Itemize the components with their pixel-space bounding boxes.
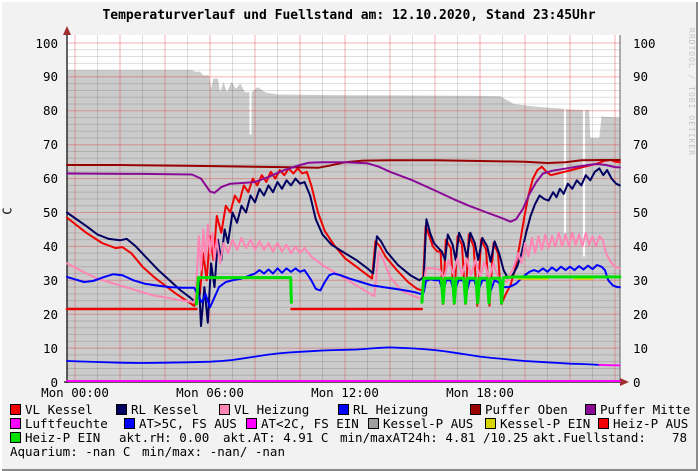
y-tick-label: 20 [42,306,58,322]
temperature-fill-chart [63,26,629,386]
legend-swatch-at-5c-fs-aus [124,418,135,429]
legend-swatch-at-2c-fs-ein [246,418,257,429]
y-tick-label: 50 [42,205,58,220]
y-tick-label: 60 [42,171,58,187]
legend-label: min/max: -nan/ -nan [142,444,285,459]
legend-label: Puffer Mitte [600,402,691,417]
vl-heizung-line [65,223,621,304]
heiz-p-ein-line [420,275,622,305]
legend-swatch-heiz-p-ein [10,432,21,443]
legend-label: VL Kessel [25,402,93,417]
x-tick-label: Mon 00:00 [41,385,109,400]
x-tick-label: Mon 06:00 [176,385,244,400]
legend-swatch-kessel-p-aus [368,418,379,429]
area-gap [563,108,567,233]
y-tick-label: 0 [50,374,58,390]
area-gap [582,109,586,257]
y-tick-label: 90 [42,69,58,85]
y-tick-label: 30 [42,272,58,288]
legend-label: min/maxAT24h: 4.81 /10.25 [340,430,529,445]
legend-swatch-puffer-oben [470,404,481,415]
y-tick-label: 70 [633,137,649,153]
at-fs-ein-line [598,363,621,367]
rl-kessel-line [65,167,621,328]
legend-label: Aquarium: -nan C [10,444,131,459]
legend-swatch-puffer-mitte [585,404,596,415]
puffer-mitte-line [65,161,621,223]
x-tick-label: Mon 18:00 [446,385,514,400]
y-tick-label: 40 [633,238,649,254]
legend-label: akt.AT: 4.91 C [223,430,329,445]
y-tick-label: 20 [633,306,649,322]
x-tick-label: Mon 12:00 [311,385,379,400]
legend-swatch-heiz-p-aus [598,418,609,429]
legend-label: Puffer Oben [485,402,568,417]
y-tick-label: 100 [633,35,656,51]
legend-label: AT>5C, FS AUS [139,416,237,431]
legend-swatch-vl-kessel [10,404,21,415]
y-tick-label: 40 [42,238,58,254]
y-tick-label: 60 [633,171,649,187]
legend-label: AT<2C, FS EIN [261,416,359,431]
legend-swatch-rl-heizung [338,404,349,415]
legend-swatch-rl-kessel [116,404,127,415]
legend-swatch-kessel-p-ein [485,418,496,429]
legend-label: akt.Fuellstand: [533,430,646,445]
legend-label: Heiz-P EIN [25,430,101,445]
y-tick-label: 80 [633,103,649,119]
y-axis-arrow [63,26,71,35]
y-tick-label: 70 [42,137,58,153]
legend-label: Kessel-P AUS [383,416,474,431]
y-tick-label: 50 [633,205,649,220]
y-tick-label: 10 [42,340,58,356]
legend-swatch-vl-heizung [219,404,230,415]
legend-label: 78 [672,430,688,445]
y-tick-label: 10 [633,340,649,356]
y-tick-label: 30 [633,272,649,288]
graph-title: Temperaturverlauf und Fuellstand am: 12.… [102,8,596,23]
puffer-oben-line [65,159,621,169]
legend-label: akt.rH: 0.00 [119,430,210,445]
legend-label: Kessel-P EIN [500,416,591,431]
area-gap [249,92,252,135]
x-axis-arrow [620,378,629,386]
legend-swatch-luftfeuchte [10,418,21,429]
heiz-p-ein-line [195,276,293,306]
y-tick-label: 0 [633,374,641,390]
legend-label: RL Kessel [131,402,199,417]
legend-label: Heiz-P AUS [613,416,689,431]
rrdtool-watermark: RRDTOOL / TOBI OETIKER [687,28,696,156]
y-tick-label: 80 [42,103,58,119]
legend-label: Luftfeuchte [25,416,108,431]
rl-heizung-line [65,264,621,309]
legend-label: VL Heizung [234,402,310,417]
legend-label: RL Heizung [353,402,429,417]
aussentemperatur-at-line [66,346,601,366]
y-tick-label: 100 [35,35,58,51]
y-tick-label: 90 [633,69,649,85]
